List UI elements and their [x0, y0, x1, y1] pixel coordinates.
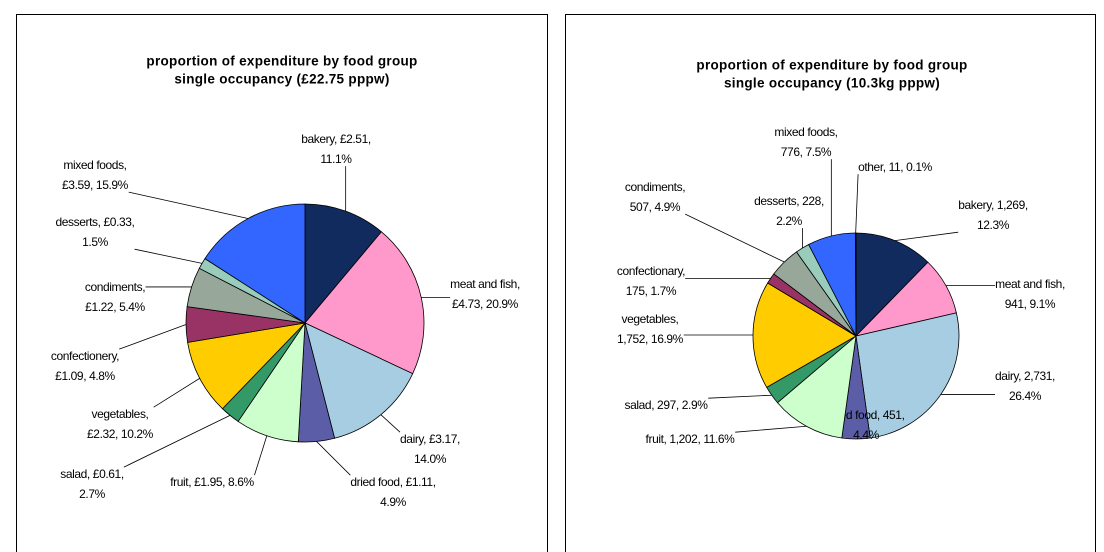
slice-label: confectionery, — [51, 349, 119, 363]
pie-slice — [855, 312, 960, 439]
slice-label: vegetables, — [622, 312, 679, 326]
slice-label: confectionary, — [617, 264, 685, 278]
slice-label: fruit, £1.95, 8.6% — [170, 475, 254, 489]
slice-label: salad, 297, 2.9% — [625, 398, 709, 412]
pie-slice — [776, 335, 857, 439]
leader-line — [708, 394, 772, 399]
leader-line — [380, 414, 401, 433]
pie-slice — [752, 282, 857, 388]
slice-label: 26.4% — [1009, 389, 1042, 403]
slice-label: £1.22, 5.4% — [85, 300, 145, 314]
slice-label: 941, 9.1% — [1005, 297, 1056, 311]
slice-label: 4.9% — [380, 495, 406, 509]
slice-label: bakery, £2.51, — [301, 132, 371, 146]
leader-line — [123, 415, 231, 468]
slice-label: 175, 1.7% — [626, 284, 677, 298]
slice-label: 2.2% — [776, 214, 802, 228]
slice-label: desserts, £0.33, — [56, 215, 135, 229]
slice-label: desserts, 228, — [754, 194, 824, 208]
slice-label: vegetables, — [92, 407, 149, 421]
slice-label: 1.5% — [82, 235, 108, 249]
chart-subtitle: single occupancy (10.3kg pppw) — [724, 76, 940, 91]
slice-label: dried food, £1.11, — [350, 475, 435, 489]
chart-title: proportion of expenditure by food group — [146, 54, 417, 69]
leader-line — [894, 231, 959, 241]
chart-subtitle: single occupancy (£22.75 pppw) — [174, 72, 389, 87]
slice-label: £3.59, 15.9% — [62, 178, 129, 192]
leader-line — [128, 191, 249, 219]
slice-label: condiments, — [85, 280, 145, 294]
slice-label: other, 11, 0.1% — [858, 160, 933, 174]
slice-label: 507, 4.9% — [630, 200, 681, 214]
slice-label: meat and fish, — [995, 277, 1065, 291]
leader-line — [685, 213, 785, 263]
slice-label: dried food, 451, — [828, 408, 905, 422]
slice-label: £1.09, 4.8% — [55, 369, 115, 383]
slice-label: mixed foods, — [774, 125, 837, 139]
leader-line — [735, 425, 807, 433]
slice-label: 14.0% — [414, 452, 447, 466]
slice-label: 2.7% — [79, 487, 105, 501]
slice-label: 11.1% — [320, 152, 352, 166]
slice-label: salad, £0.61, — [60, 467, 124, 481]
pie-slice — [187, 322, 307, 410]
slice-label: fruit, 1,202, 11.6% — [646, 432, 736, 446]
leader-line — [855, 174, 859, 234]
slice-label: 4.4% — [853, 428, 879, 442]
slice-label: condiments, — [625, 180, 685, 194]
leader-line — [119, 324, 187, 350]
leader-line — [153, 378, 200, 408]
pie-slice — [304, 231, 425, 375]
slice-label: meat and fish, — [450, 277, 520, 291]
slice-label: dairy, 2,731, — [995, 369, 1055, 383]
slice-label: dairy, £3.17, — [400, 432, 460, 446]
slice-label: bakery, 1,269, — [958, 198, 1028, 212]
pie-slice — [204, 203, 306, 324]
slice-label: mixed foods, — [63, 158, 126, 172]
slice-label: 1,752, 16.9% — [617, 332, 684, 346]
slice-label: £2.32, 10.2% — [87, 427, 154, 441]
slice-label: £4.73, 20.9% — [452, 297, 519, 311]
leader-line — [316, 441, 351, 476]
slice-label: 776, 7.5% — [781, 145, 832, 159]
leader-line — [254, 435, 268, 476]
slice-label: 12.3% — [977, 218, 1010, 232]
pie-slice — [304, 322, 414, 439]
leader-line — [134, 248, 203, 264]
chart-title: proportion of expenditure by food group — [696, 58, 967, 73]
